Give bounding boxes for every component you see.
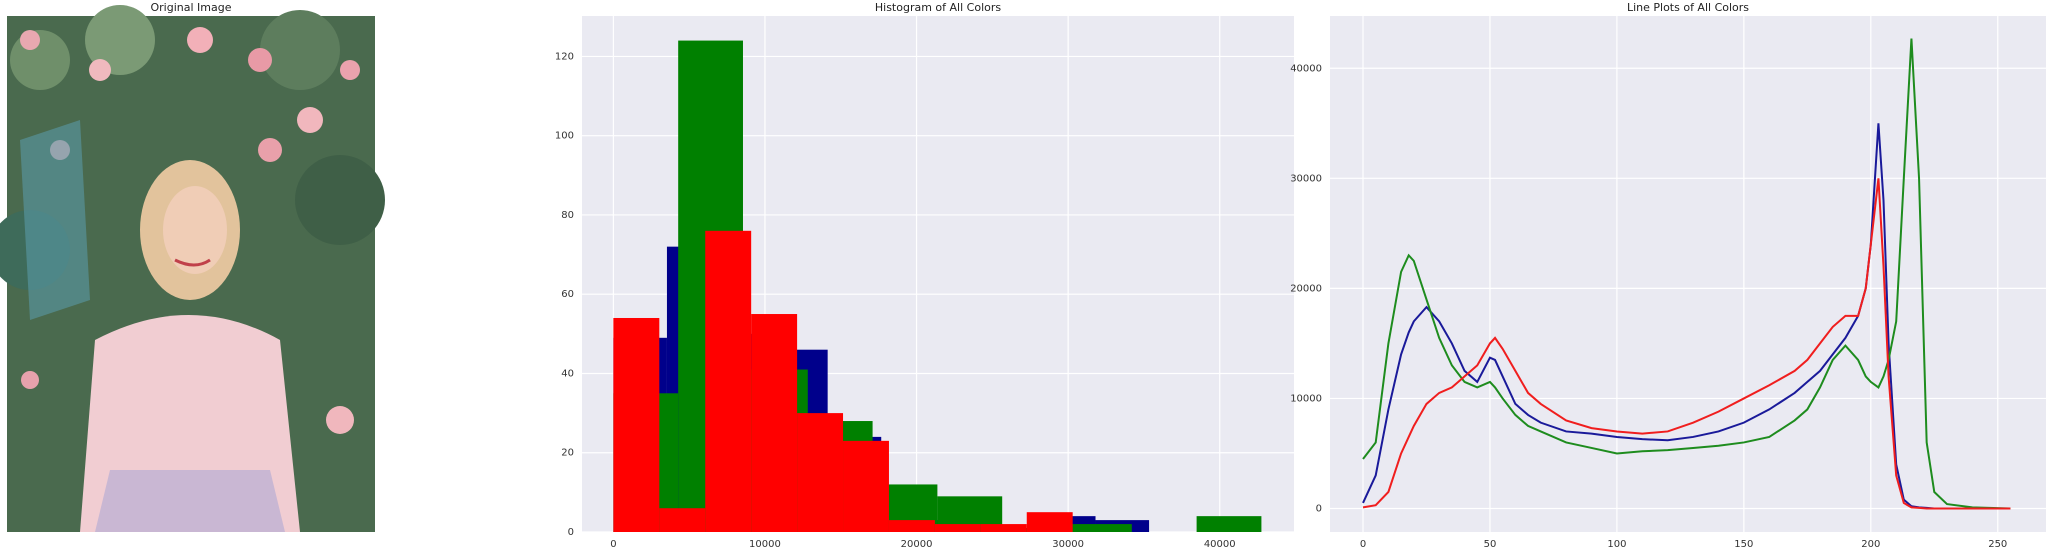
line (1362, 123, 2011, 510)
bar (980, 524, 1027, 532)
y-tick-label: 0 (568, 527, 574, 538)
x-tick-label: 0 (610, 539, 616, 550)
x-tick-label: 0 (1360, 539, 1366, 550)
y-tick-label: 40000 (1290, 63, 1322, 74)
bar (613, 317, 660, 532)
bar (934, 524, 981, 532)
x-tick-label: 40000 (1204, 539, 1236, 550)
bar (705, 230, 752, 532)
x-tick-label: 200 (1861, 539, 1880, 550)
bar (843, 440, 889, 532)
line (1362, 178, 2011, 510)
y-tick-label: 10000 (1290, 393, 1322, 404)
x-tick-label: 250 (1988, 539, 2007, 550)
y-tick-label: 30000 (1290, 173, 1322, 184)
x-tick-label: 10000 (749, 539, 781, 550)
y-tick-label: 60 (561, 289, 574, 300)
y-tick-label: 80 (561, 210, 574, 221)
chart-title: Line Plots of All Colors (1627, 1, 1749, 14)
x-tick-label: 20000 (901, 539, 933, 550)
x-tick-label: 50 (1484, 539, 1497, 550)
y-tick-label: 100 (555, 131, 574, 142)
bar (1196, 516, 1262, 532)
bar (751, 314, 798, 532)
photo (0, 5, 385, 532)
bar (888, 520, 935, 532)
y-tick-label: 20 (561, 448, 574, 459)
line (1362, 38, 2011, 510)
y-tick-label: 20000 (1290, 283, 1322, 294)
x-tick-label: 100 (1607, 539, 1626, 550)
bar (1026, 512, 1073, 532)
y-tick-label: 120 (555, 51, 574, 62)
bar (797, 413, 844, 532)
x-tick-label: 150 (1734, 539, 1753, 550)
x-tick-label: 30000 (1052, 539, 1084, 550)
y-tick-label: 0 (1316, 503, 1322, 514)
plot-area (1330, 16, 2046, 532)
bar (659, 508, 706, 532)
image-title: Original Image (151, 1, 232, 14)
bar (1066, 524, 1132, 532)
y-tick-label: 40 (561, 368, 574, 379)
chart-title: Histogram of All Colors (875, 1, 1002, 14)
